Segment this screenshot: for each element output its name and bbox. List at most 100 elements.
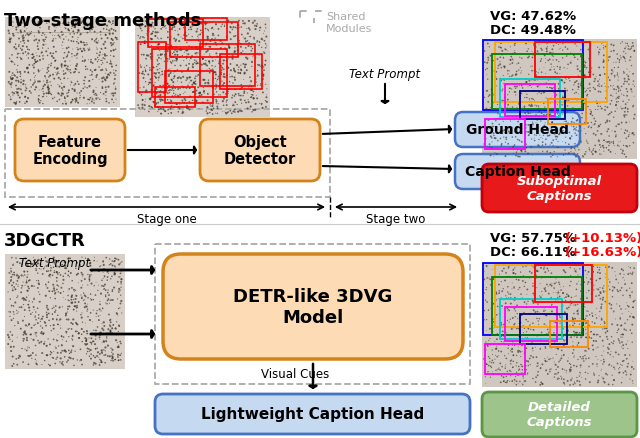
Point (100, 348, 110, 355)
Point (225, 71, 235, 78)
Point (106, 26, 116, 33)
Point (54, 263, 65, 270)
Point (31, 360, 42, 367)
Point (588, 146, 598, 153)
Point (504, 57, 514, 64)
Point (209, 106, 219, 113)
Point (65, 325, 75, 332)
Point (42, 285, 52, 292)
Point (620, 112, 630, 119)
Point (494, 365, 504, 372)
Point (179, 32, 189, 39)
Point (622, 89, 632, 96)
Point (482, 66, 492, 73)
Point (163, 58, 173, 65)
Point (54, 23, 65, 30)
Point (72, 303, 82, 310)
Point (217, 65, 227, 72)
Point (113, 351, 123, 358)
Point (148, 99, 159, 106)
Point (522, 286, 532, 293)
Point (529, 42, 539, 49)
Point (33, 19, 44, 26)
Point (575, 296, 586, 303)
Point (22, 47, 33, 54)
Point (156, 97, 166, 104)
Point (527, 68, 537, 75)
Point (619, 81, 629, 88)
Point (44, 288, 54, 295)
Point (187, 34, 197, 41)
Point (486, 359, 497, 366)
Point (548, 289, 559, 296)
Point (611, 87, 621, 94)
Point (552, 295, 563, 302)
Point (164, 66, 175, 73)
Point (616, 120, 627, 127)
Point (44, 30, 54, 37)
Point (70, 96, 80, 103)
Point (555, 320, 565, 327)
Point (596, 352, 607, 359)
Point (624, 77, 634, 84)
Point (247, 46, 257, 53)
Point (248, 92, 258, 99)
Point (573, 87, 583, 94)
Point (595, 321, 605, 328)
Point (9, 284, 19, 291)
Point (191, 102, 201, 110)
Point (135, 25, 145, 32)
Point (560, 86, 570, 93)
Point (523, 151, 533, 158)
Point (220, 24, 230, 31)
Point (620, 127, 630, 134)
Point (508, 364, 518, 371)
Point (545, 318, 555, 325)
Point (488, 371, 499, 378)
Point (160, 54, 170, 61)
Point (580, 315, 591, 322)
Point (66, 270, 76, 277)
Point (234, 38, 244, 45)
Point (198, 41, 208, 48)
Point (97, 52, 108, 59)
Point (206, 38, 216, 45)
Point (509, 90, 519, 97)
Point (605, 148, 616, 155)
Point (511, 338, 521, 345)
Point (15, 71, 26, 78)
Point (511, 369, 522, 376)
Point (20, 88, 31, 95)
Point (497, 98, 508, 105)
Point (171, 37, 181, 44)
Point (52, 337, 63, 344)
Point (72, 308, 82, 315)
Point (600, 108, 611, 115)
Point (92, 36, 102, 43)
Point (30, 87, 40, 94)
Point (541, 56, 551, 63)
Point (226, 25, 236, 32)
Point (165, 59, 175, 66)
Point (611, 102, 621, 109)
Point (573, 272, 583, 279)
Point (166, 54, 177, 61)
Point (101, 338, 111, 345)
Point (247, 59, 257, 66)
Point (595, 151, 605, 158)
Point (12, 259, 22, 266)
Point (33, 79, 44, 86)
Point (112, 256, 122, 263)
Point (45, 362, 55, 369)
Point (499, 73, 509, 80)
Point (586, 335, 596, 342)
Point (36, 261, 46, 268)
Point (74, 280, 84, 287)
Point (566, 58, 576, 65)
Point (15, 353, 25, 360)
Point (81, 304, 92, 311)
Point (487, 87, 497, 94)
Point (138, 97, 148, 104)
Point (84, 353, 95, 360)
Point (42, 91, 52, 98)
